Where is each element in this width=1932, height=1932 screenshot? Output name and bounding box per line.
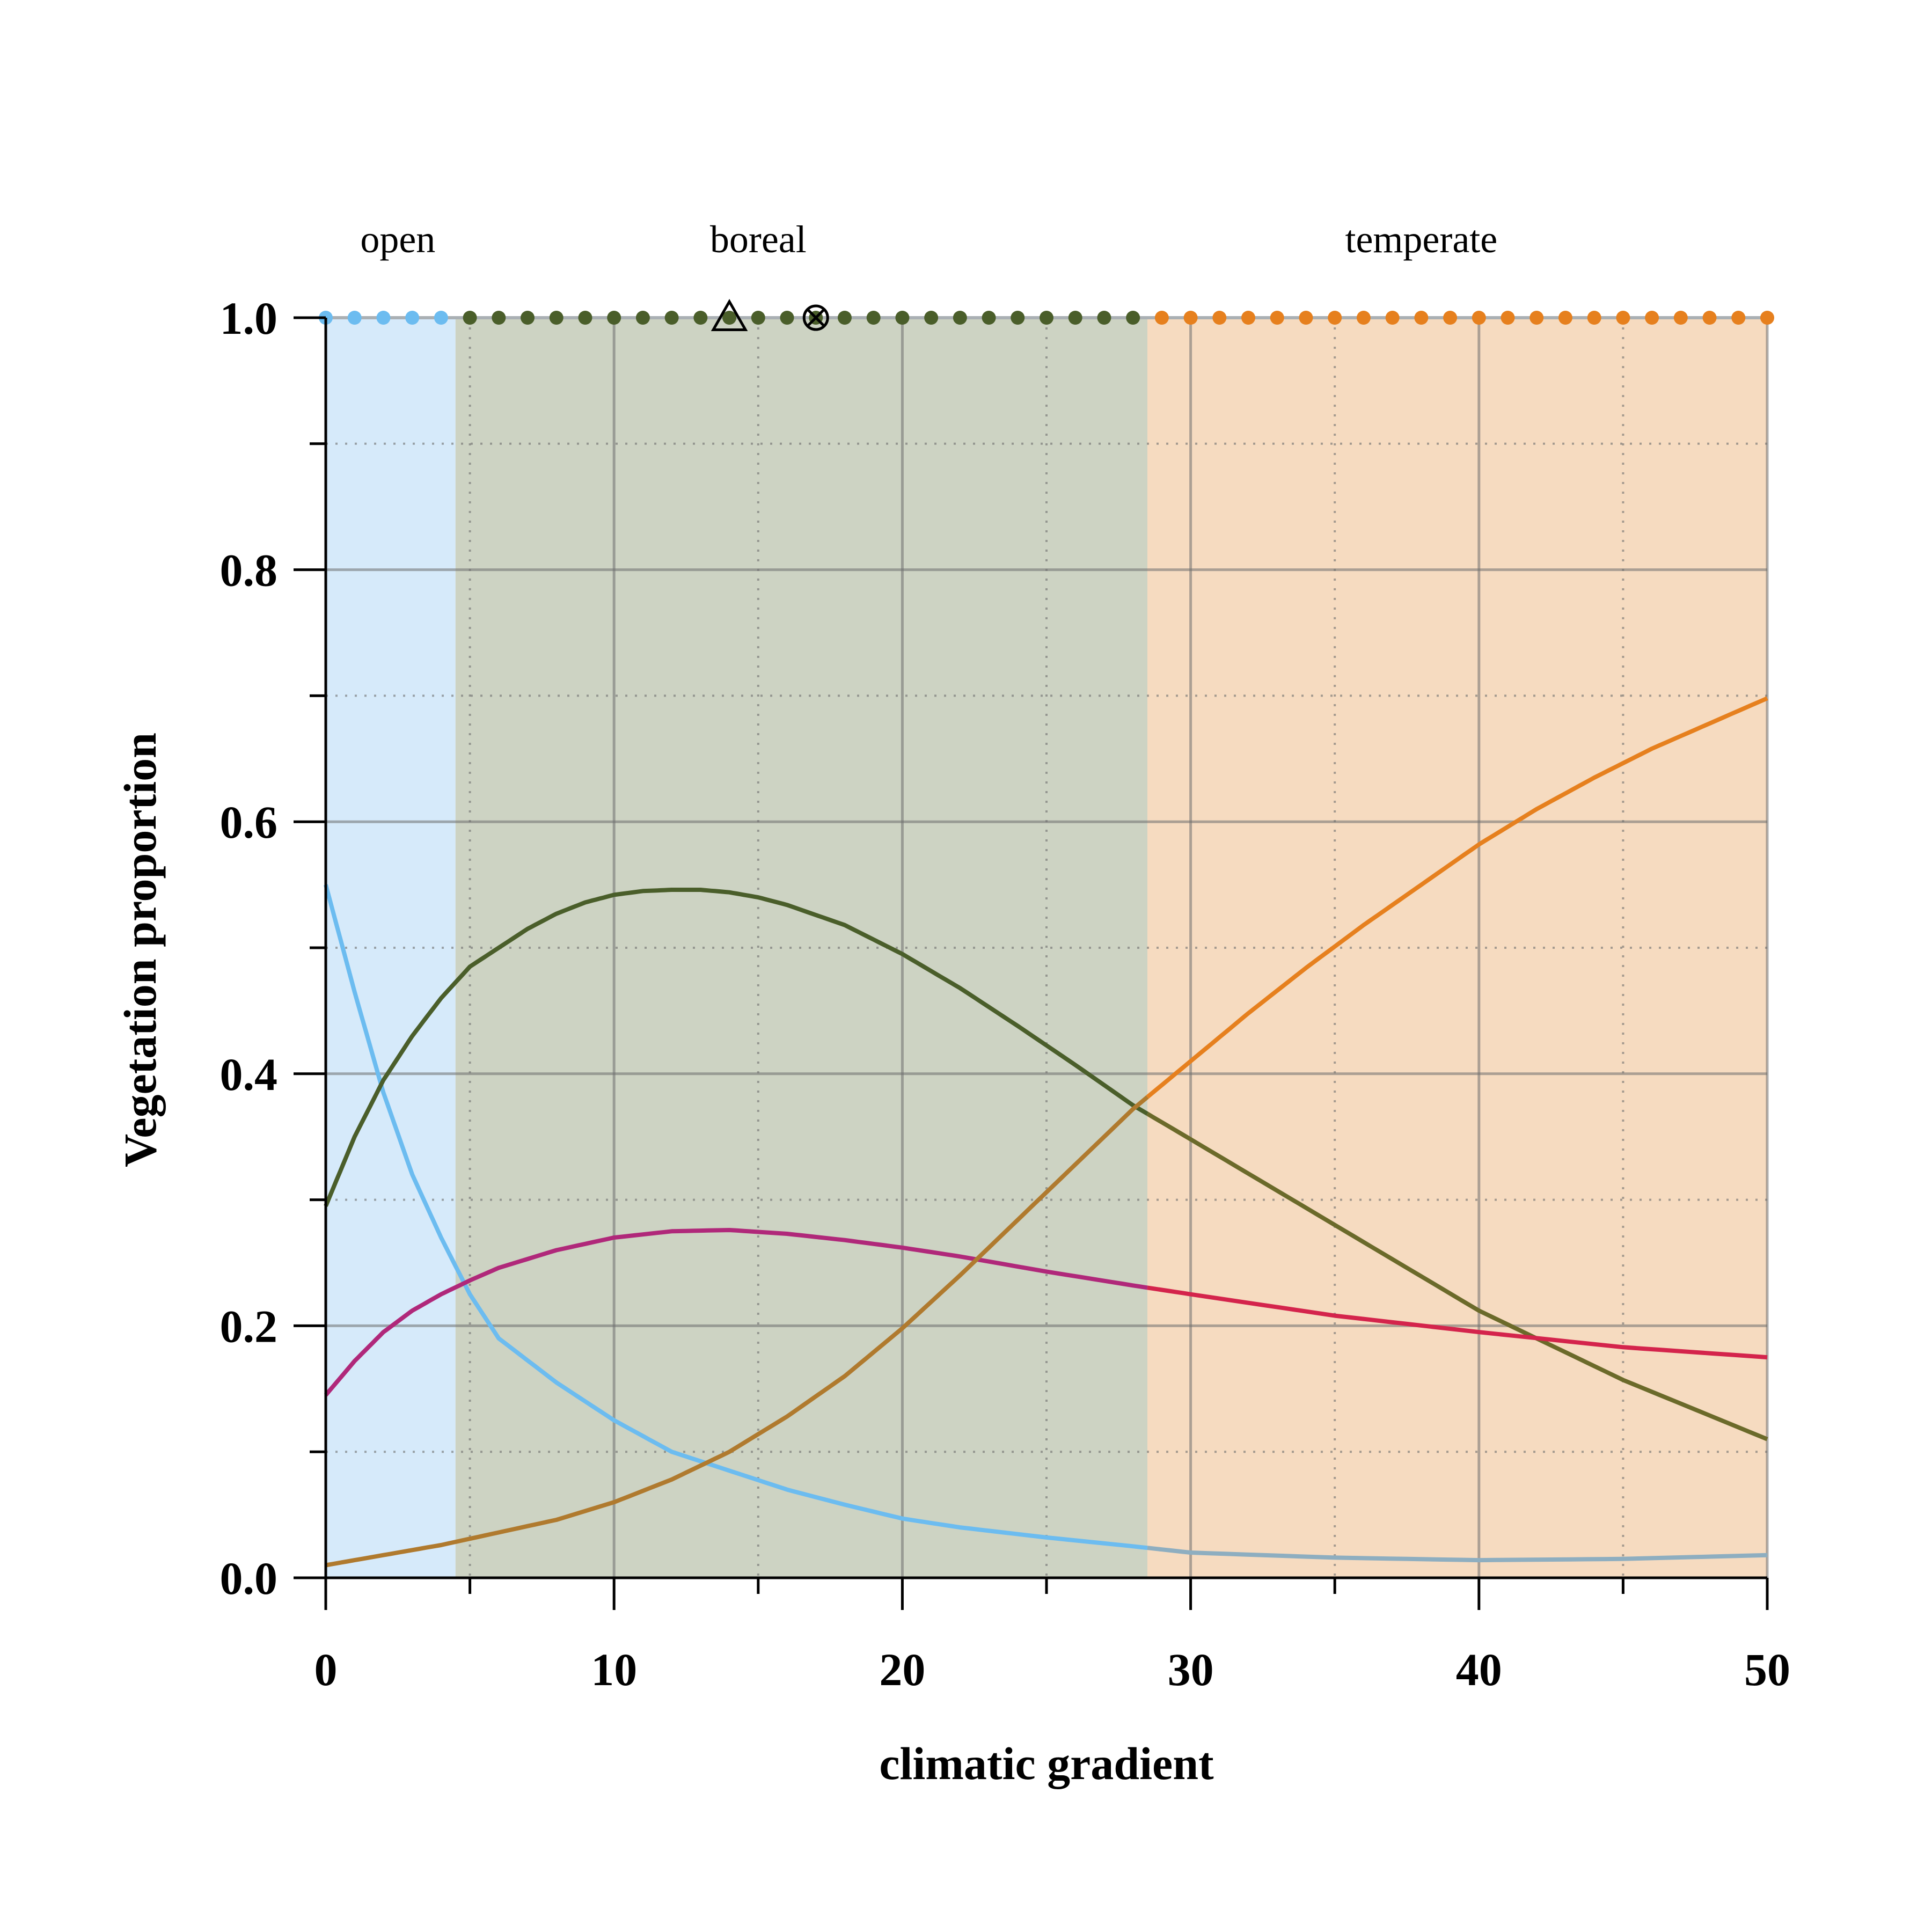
x-tick-label: 30 bbox=[1168, 1644, 1214, 1695]
series-line-2-part2 bbox=[1147, 1285, 1768, 1360]
zone-dot-temperate bbox=[1443, 311, 1458, 325]
zone-dot-temperate bbox=[1529, 311, 1544, 325]
y-tick-label: 0.2 bbox=[220, 1300, 278, 1352]
zone-dot-temperate bbox=[1328, 311, 1342, 325]
zone-dot-boreal bbox=[751, 311, 765, 325]
y-tick-label: 0.0 bbox=[220, 1553, 278, 1604]
zone-dot-temperate bbox=[1501, 311, 1515, 325]
zone-label-open: open bbox=[360, 218, 435, 261]
y-tick-label: 1.0 bbox=[220, 292, 278, 344]
series-line-1-part1 bbox=[324, 888, 1149, 1207]
zone-labels: open boreal temperate bbox=[360, 218, 1497, 261]
zone-dot-boreal bbox=[521, 311, 535, 325]
y-axis-title: Vegetation proportion bbox=[114, 733, 166, 1167]
x-tick-label: 20 bbox=[879, 1644, 925, 1695]
series-line-2-part1 bbox=[324, 1228, 1148, 1397]
zone-dot-boreal bbox=[837, 311, 852, 325]
zone-dot-open bbox=[347, 311, 362, 325]
markers bbox=[711, 298, 829, 331]
circle-x-marker-stroke bbox=[806, 308, 826, 327]
zone-dot-boreal bbox=[607, 311, 621, 325]
zone-dot-temperate bbox=[1760, 311, 1774, 325]
zone-dot-temperate bbox=[1558, 311, 1572, 325]
zone-dot-temperate bbox=[1673, 311, 1688, 325]
zone-dot-open bbox=[376, 311, 391, 325]
zone-dot-temperate bbox=[1241, 311, 1256, 325]
zone-dot-boreal bbox=[895, 311, 910, 325]
series-lines bbox=[324, 696, 1768, 1568]
zone-dot-boreal bbox=[1040, 311, 1053, 325]
zone-dot-boreal bbox=[463, 311, 477, 325]
series-line-3-part1 bbox=[325, 1095, 1149, 1568]
triangle-marker bbox=[711, 298, 748, 331]
zone-dot-temperate bbox=[1616, 311, 1630, 325]
x-tick-label: 40 bbox=[1456, 1644, 1502, 1695]
zone-dot-boreal bbox=[1011, 311, 1025, 325]
series-line-0-part2 bbox=[1147, 1546, 1768, 1563]
circle-x-marker bbox=[802, 304, 829, 331]
zone-dot-boreal bbox=[693, 311, 708, 325]
zone-dot-boreal bbox=[953, 311, 967, 325]
zone-dot-boreal bbox=[492, 311, 506, 325]
zone-dot-temperate bbox=[1154, 311, 1169, 325]
zone-dot-boreal bbox=[982, 311, 996, 325]
axes: 0 10 20 30 40 50 0.0 0.2 0.4 0.6 0.8 1.0 bbox=[220, 292, 1791, 1695]
zone-dot-temperate bbox=[1385, 311, 1400, 325]
zone-label-temperate: temperate bbox=[1345, 218, 1497, 261]
zone-dot-temperate bbox=[1731, 311, 1746, 325]
zone-dot-temperate bbox=[1587, 311, 1601, 325]
zone-dot-temperate bbox=[1270, 311, 1284, 325]
zone-dots bbox=[319, 311, 1774, 325]
series-line-0-part1 bbox=[324, 884, 1148, 1550]
zone-dot-boreal bbox=[924, 311, 939, 325]
zone-dot-boreal bbox=[1126, 311, 1140, 325]
zone-dot-open bbox=[405, 311, 420, 325]
zone-dot-boreal bbox=[1097, 311, 1111, 325]
zone-dot-temperate bbox=[1645, 311, 1659, 325]
x-tick-label: 50 bbox=[1744, 1644, 1790, 1695]
zone-dot-boreal bbox=[549, 311, 564, 325]
zone-label-boreal: boreal bbox=[710, 218, 807, 261]
zone-dot-temperate bbox=[1356, 311, 1371, 325]
series-line-1-part2 bbox=[1146, 1111, 1768, 1441]
zone-dot-temperate bbox=[1414, 311, 1429, 325]
zone-dot-temperate bbox=[1183, 311, 1198, 325]
zone-dot-boreal bbox=[722, 311, 737, 325]
zone-dot-temperate bbox=[1212, 311, 1227, 325]
zone-dot-boreal bbox=[664, 311, 679, 325]
series-line-3-part2 bbox=[1146, 696, 1768, 1099]
x-axis-title: climatic gradient bbox=[879, 1738, 1214, 1789]
x-tick-label: 10 bbox=[591, 1644, 637, 1695]
zone-dot-boreal bbox=[866, 311, 881, 325]
y-tick-label: 0.8 bbox=[220, 545, 278, 596]
zone-dot-temperate bbox=[1472, 311, 1486, 325]
x-tick-label: 0 bbox=[314, 1644, 338, 1695]
y-tick-label: 0.6 bbox=[220, 796, 278, 848]
zone-dot-temperate bbox=[1702, 311, 1717, 325]
y-tick-label: 0.4 bbox=[220, 1049, 278, 1100]
zone-dot-open bbox=[434, 311, 448, 325]
zone-dot-temperate bbox=[1299, 311, 1313, 325]
zone-dot-boreal bbox=[635, 311, 650, 325]
zone-dot-boreal bbox=[780, 311, 794, 325]
zone-dot-boreal bbox=[578, 311, 592, 325]
zone-dot-boreal bbox=[1068, 311, 1082, 325]
